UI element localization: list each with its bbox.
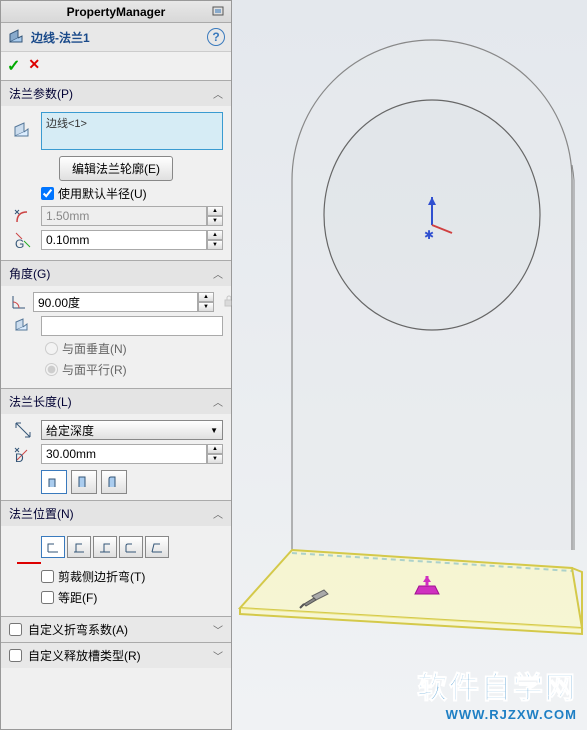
svg-text:G: G: [15, 237, 24, 250]
spin-down[interactable]: ▼: [198, 302, 214, 312]
face-select-icon: [9, 316, 37, 336]
pos-btn-4[interactable]: [119, 536, 143, 558]
section-length: 法兰长度(L) ︿ 给定深度 ▼ D ▲▼: [1, 388, 231, 500]
length-ref-2[interactable]: [71, 470, 97, 494]
custom-bend-checkbox[interactable]: [9, 623, 22, 636]
gap-icon: G: [9, 230, 37, 250]
red-underline: [17, 562, 41, 564]
svg-text:✱: ✱: [424, 228, 434, 242]
length-input[interactable]: ▲▼: [41, 444, 223, 464]
section-params: 法兰参数(P) ︿ 边线<1> 编辑法兰轮廓(E) 使用默认半径(U): [1, 80, 231, 260]
trim-side-bends-checkbox[interactable]: [41, 570, 54, 583]
pos-btn-5[interactable]: [145, 536, 169, 558]
section-length-header[interactable]: 法兰长度(L) ︿: [1, 389, 231, 414]
spin-up[interactable]: ▲: [207, 230, 223, 240]
cancel-button[interactable]: ✕: [28, 56, 40, 76]
parallel-radio: [45, 363, 58, 376]
use-default-radius-checkbox[interactable]: [41, 187, 54, 200]
edit-profile-button[interactable]: 编辑法兰轮廓(E): [59, 156, 173, 181]
pm-header: PropertyManager: [1, 1, 231, 23]
chevron-up-icon: ︿: [213, 506, 223, 521]
chevron-up-icon: ︿: [213, 86, 223, 101]
edge-selection-box[interactable]: 边线<1>: [41, 112, 223, 150]
property-manager-panel: PropertyManager 边线-法兰1 ? ✓ ✕ 法兰参数(P) ︿ 边…: [0, 0, 232, 730]
length-type-combo[interactable]: 给定深度 ▼: [41, 420, 223, 440]
chevron-up-icon: ︿: [213, 266, 223, 281]
pos-btn-2[interactable]: [67, 536, 91, 558]
custom-relief-row[interactable]: 自定义释放槽类型(R) ﹀: [1, 642, 231, 668]
radius-input[interactable]: ▲▼: [41, 206, 223, 226]
angle-icon: [9, 292, 29, 312]
feature-name: 边线-法兰1: [31, 29, 207, 46]
edge-select-icon: [9, 120, 37, 142]
graphics-viewport[interactable]: ✱ 软件自学网 WWW.RJZXW.COM: [232, 0, 587, 730]
spin-up[interactable]: ▲: [198, 292, 214, 302]
spin-up[interactable]: ▲: [207, 444, 223, 454]
ok-cancel-row: ✓ ✕: [1, 52, 231, 80]
length-ref-1[interactable]: [41, 470, 67, 494]
gap-input[interactable]: ▲▼: [41, 230, 223, 250]
section-position-header[interactable]: 法兰位置(N) ︿: [1, 501, 231, 526]
ok-button[interactable]: ✓: [7, 56, 20, 76]
chevron-down-icon: ﹀: [213, 648, 223, 663]
length-ref-3[interactable]: [101, 470, 127, 494]
offset-label: 等距(F): [58, 589, 97, 606]
spin-up[interactable]: ▲: [207, 206, 223, 216]
chevron-down-icon: ▼: [210, 426, 218, 435]
custom-bend-allowance-row[interactable]: 自定义折弯系数(A) ﹀: [1, 616, 231, 642]
perpendicular-radio: [45, 342, 58, 355]
spin-down[interactable]: ▼: [207, 454, 223, 464]
pos-btn-1[interactable]: [41, 536, 65, 558]
section-position: 法兰位置(N) ︿ 剪裁侧边折弯(T) 等距(F): [1, 500, 231, 616]
perpendicular-label: 与面垂直(N): [62, 340, 127, 357]
spin-down[interactable]: ▼: [207, 240, 223, 250]
parallel-label: 与面平行(R): [62, 361, 127, 378]
watermark: 软件自学网 WWW.RJZXW.COM: [417, 663, 577, 722]
feature-row: 边线-法兰1 ?: [1, 23, 231, 52]
chevron-up-icon: ︿: [213, 394, 223, 409]
angle-face-input[interactable]: [41, 316, 223, 336]
custom-relief-checkbox[interactable]: [9, 649, 22, 662]
help-icon[interactable]: ?: [207, 28, 225, 46]
use-default-radius-label: 使用默认半径(U): [58, 185, 147, 202]
length-reference-buttons: [9, 470, 223, 494]
angle-input[interactable]: ▲▼: [33, 292, 214, 312]
model-render: ✱: [232, 0, 587, 730]
trim-side-bends-label: 剪裁侧边折弯(T): [58, 568, 145, 585]
pos-btn-3[interactable]: [93, 536, 117, 558]
pin-icon[interactable]: [209, 4, 227, 20]
pm-title: PropertyManager: [23, 5, 209, 19]
chevron-down-icon: ﹀: [213, 622, 223, 637]
position-buttons: [9, 536, 223, 558]
length-icon: D: [9, 444, 37, 464]
radius-icon: [9, 206, 37, 226]
length-type-icon: [9, 420, 37, 440]
svg-text:D: D: [15, 451, 24, 464]
section-params-header[interactable]: 法兰参数(P) ︿: [1, 81, 231, 106]
section-angle: 角度(G) ︿ ▲▼: [1, 260, 231, 388]
edge-flange-icon: [7, 27, 27, 47]
spin-down[interactable]: ▼: [207, 216, 223, 226]
section-angle-header[interactable]: 角度(G) ︿: [1, 261, 231, 286]
offset-checkbox[interactable]: [41, 591, 54, 604]
